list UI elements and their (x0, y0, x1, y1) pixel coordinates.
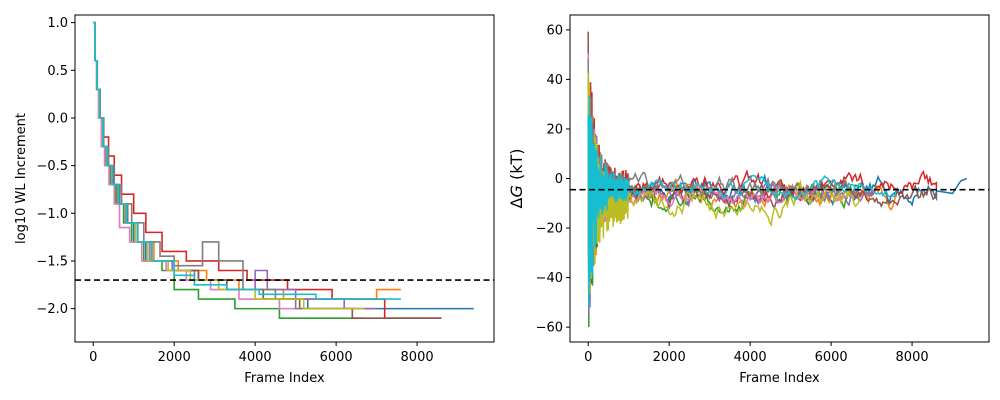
x-tick-label: 0 (584, 350, 592, 365)
y-tick-label: 40 (546, 73, 563, 88)
x-tick-label: 8000 (401, 350, 434, 365)
x-tick-label: 6000 (320, 350, 353, 365)
x-tick-label: 6000 (815, 350, 848, 365)
series-line-8 (93, 21, 365, 310)
series-line-8 (587, 72, 861, 295)
series-line-0 (93, 21, 474, 310)
y-tick-label: −1.0 (36, 207, 68, 222)
chart-right-xticks: 0 2000 4000 6000 8000 (584, 342, 929, 365)
x-tick-label: 0 (89, 350, 97, 365)
x-tick-label: 2000 (158, 350, 191, 365)
series-line-7 (93, 21, 357, 310)
x-tick-label: 4000 (734, 350, 767, 365)
y-tick-label: 1.0 (47, 16, 68, 31)
chart-right-ylabel: ΔG (kT) (507, 149, 526, 209)
series-line-4 (587, 122, 873, 315)
y-tick-label: 0.5 (47, 64, 68, 79)
x-tick-label: 2000 (653, 350, 686, 365)
chart-right-xlabel: Frame Index (739, 371, 820, 386)
chart-left-yticks: −2.0 −1.5 −1.0 −0.5 0.0 0.5 1.0 (36, 16, 75, 317)
y-tick-label: 60 (546, 23, 563, 38)
chart-right-ylabel-unit: (kT) (507, 149, 526, 186)
y-tick-label: 0 (555, 172, 563, 187)
series-line-9 (587, 95, 897, 308)
x-tick-label: 8000 (896, 350, 929, 365)
chart-left-series (93, 21, 474, 319)
chart-left-axes-frame (74, 14, 495, 343)
chart-left-ylabel: log10 WL Increment (14, 113, 29, 244)
chart-right-yticks: −60 −40 −20 0 20 40 60 (536, 23, 570, 336)
series-line-6 (93, 21, 353, 310)
chart-right: 0 2000 4000 6000 8000 −60 −40 −20 0 20 40 60 Frame… (507, 14, 990, 386)
chart-right-series (587, 31, 967, 328)
y-tick-label: −40 (536, 271, 563, 286)
x-tick-label: 4000 (239, 350, 272, 365)
series-line-7 (587, 58, 853, 281)
chart-right-ylabel-symbol: G (507, 185, 526, 197)
series-line-5 (587, 31, 938, 287)
y-tick-label: −20 (536, 222, 563, 237)
series-line-4 (93, 21, 377, 310)
series-line-2 (93, 21, 365, 319)
y-tick-label: 0.0 (47, 111, 68, 126)
chart-left-xlabel: Frame Index (244, 371, 325, 386)
y-tick-label: −2.0 (36, 302, 68, 317)
chart-right-ylabel-delta: Δ (507, 197, 526, 208)
series-line-3 (587, 44, 938, 286)
series-line-9 (93, 21, 401, 300)
y-tick-label: 20 (546, 122, 563, 137)
chart-left: 0 2000 4000 6000 8000 −2.0 −1.5 −1.0 −0.5 0.0 0.5… (14, 14, 495, 386)
series-line-1 (93, 21, 401, 300)
chart-left-xticks: 0 2000 4000 6000 8000 (89, 342, 434, 365)
y-tick-label: −0.5 (36, 159, 68, 174)
y-tick-label: −60 (536, 321, 563, 336)
y-tick-label: −1.5 (36, 254, 68, 269)
